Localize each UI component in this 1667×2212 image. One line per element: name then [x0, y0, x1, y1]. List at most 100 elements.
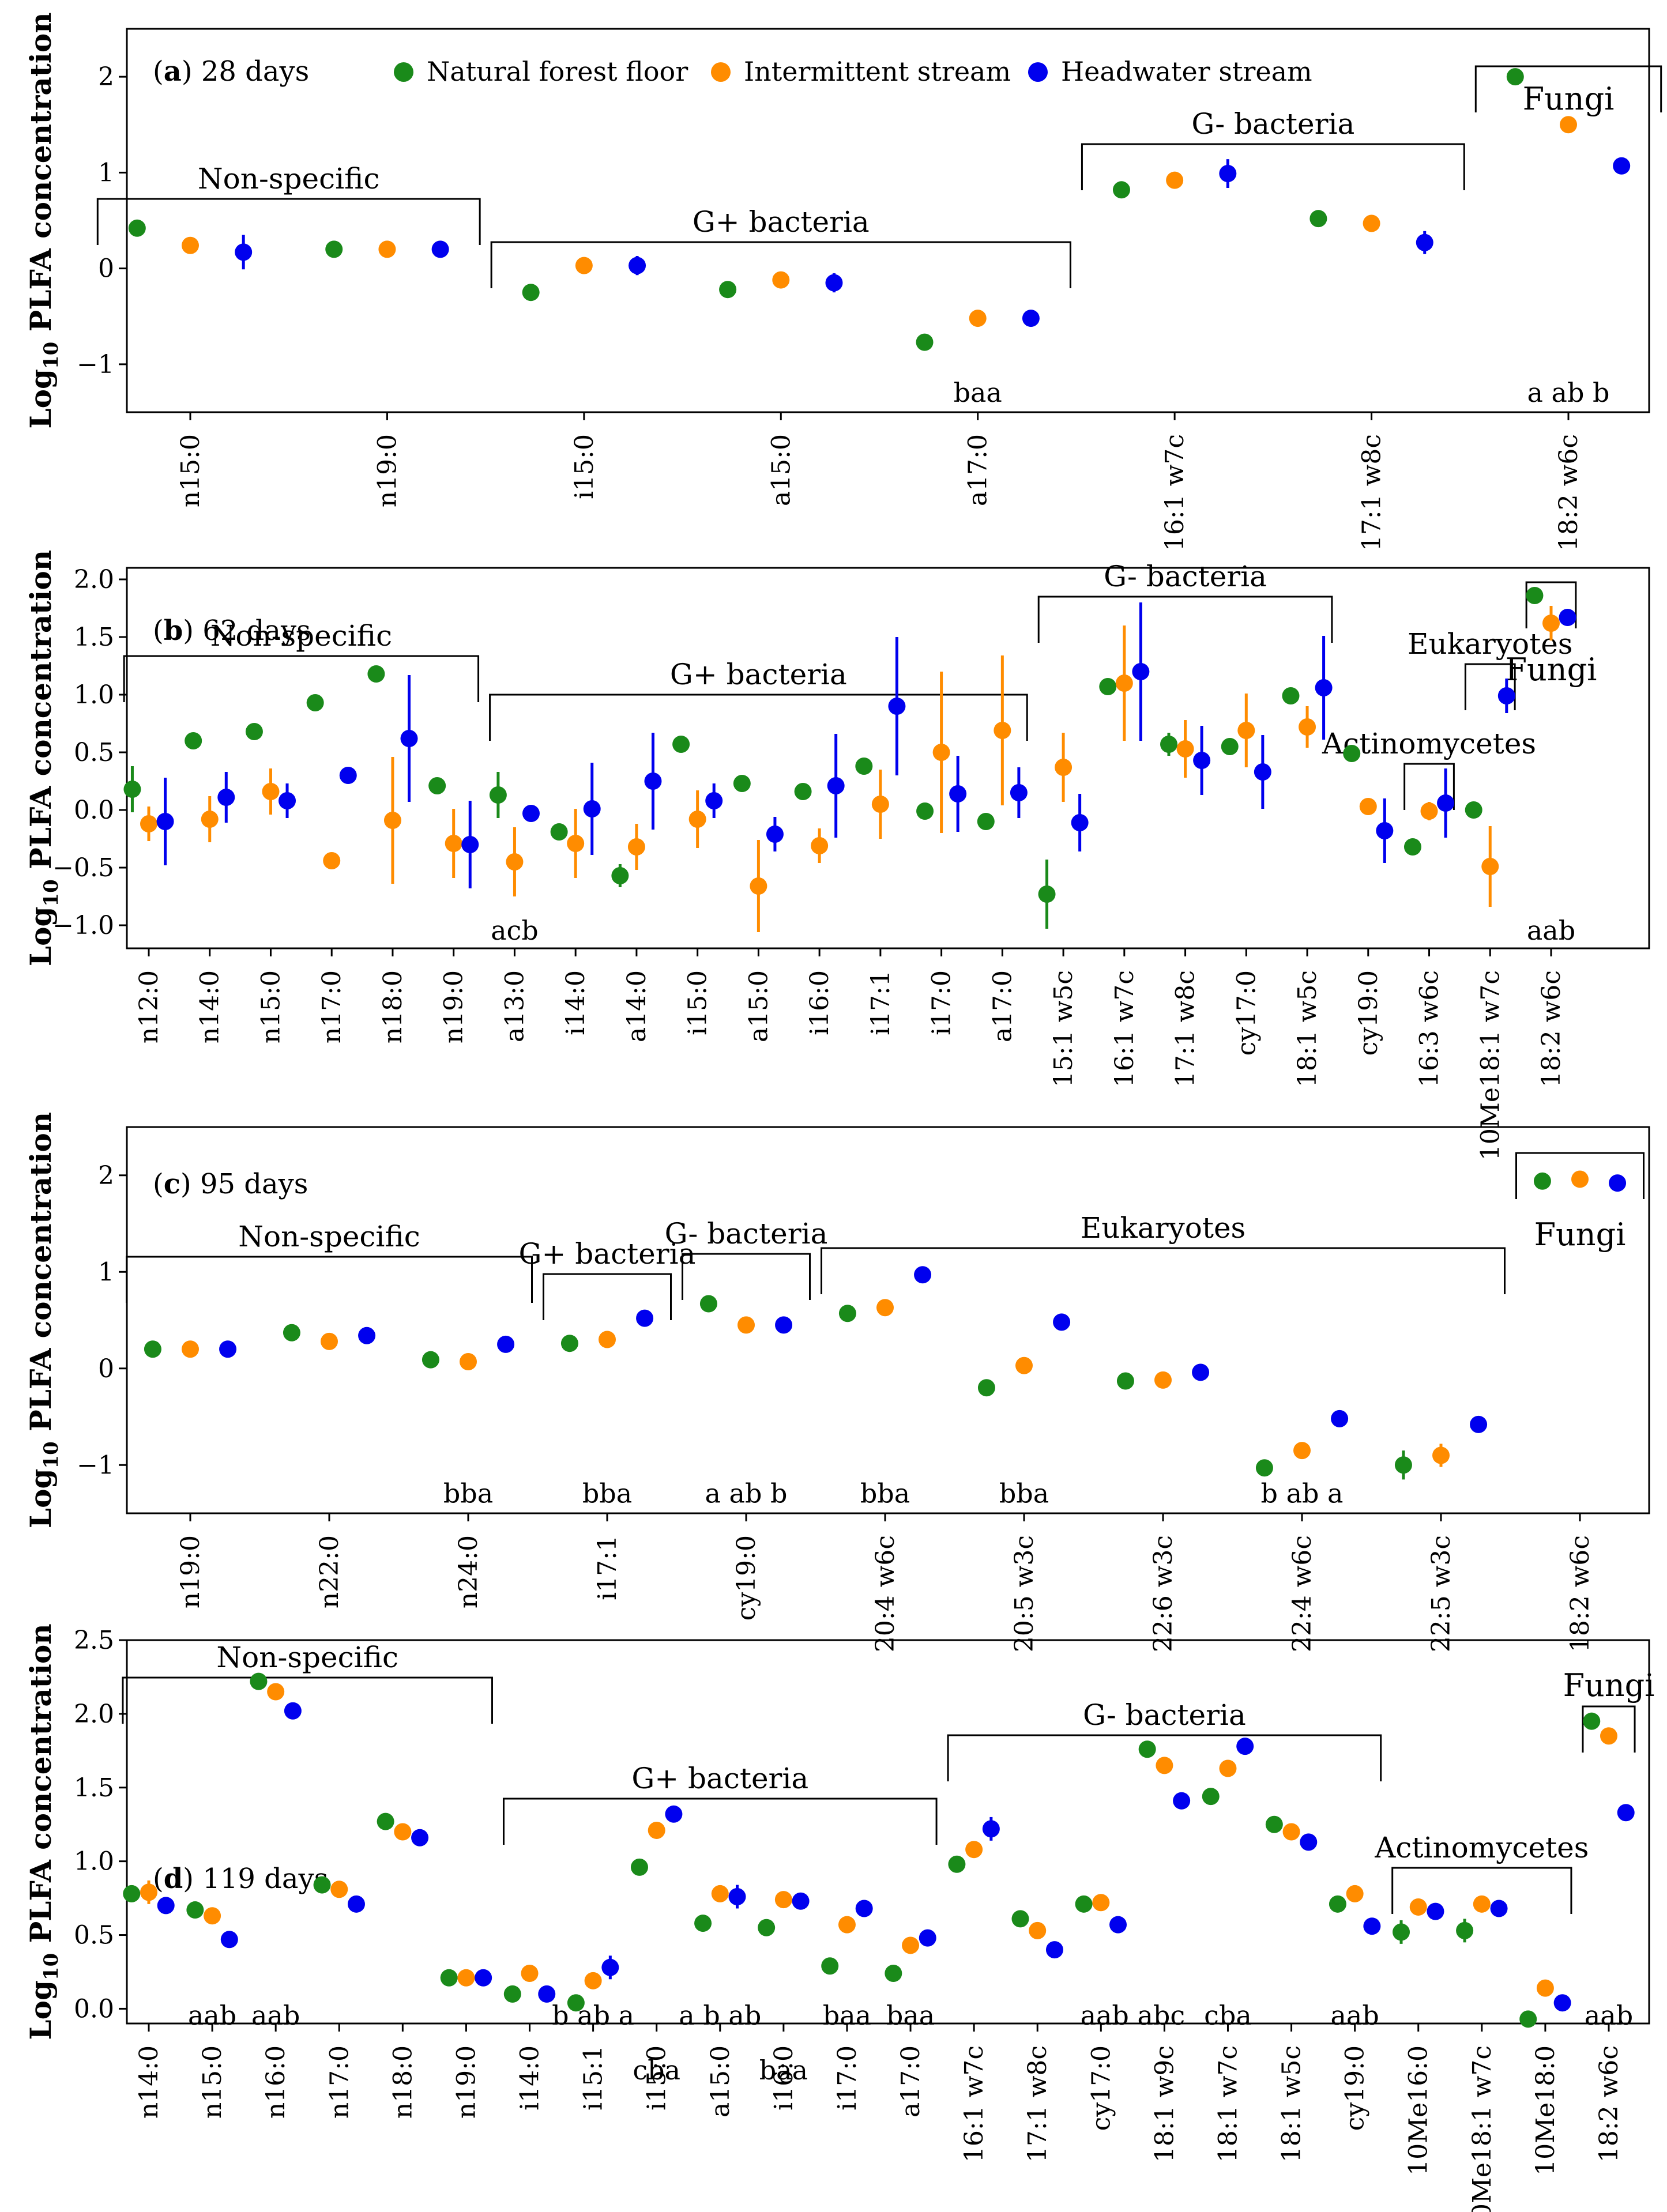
data-point [1427, 1902, 1444, 1920]
data-point [1519, 2010, 1537, 2028]
x-tick-label: 20:5 w3c [1010, 1535, 1039, 1652]
data-point [1255, 1459, 1273, 1477]
significance-label: aab [251, 2000, 300, 2031]
data-point [204, 1907, 221, 1925]
data-point [1553, 1994, 1571, 2012]
data-point [460, 1353, 477, 1371]
data-point [1600, 1727, 1617, 1745]
data-point [339, 767, 357, 784]
group-bracket [1525, 581, 1577, 628]
legend-entry: Intermittent stream [744, 56, 1011, 87]
x-tick-label: 22:4 w6c [1288, 1535, 1317, 1652]
group-label: Fungi [1506, 651, 1597, 688]
data-point [358, 1327, 376, 1344]
data-point [688, 811, 706, 828]
data-point [766, 826, 784, 843]
y-axis-label-prefix: Log [24, 907, 58, 966]
x-tick-label: 22:5 w3c [1427, 1535, 1456, 1652]
data-point [506, 853, 524, 871]
data-point [1221, 738, 1239, 755]
x-tick-label: n16:0 [261, 2045, 291, 2119]
significance-label: a b ab [679, 2000, 761, 2031]
group-label: G+ bacteria [693, 205, 870, 239]
data-point [584, 1972, 602, 1989]
data-point [489, 786, 507, 804]
x-tick-label: 17:1 w8c [1357, 434, 1387, 551]
data-point [1282, 687, 1300, 704]
data-point [1526, 587, 1544, 604]
data-point [1617, 1804, 1635, 1822]
data-point [1363, 1917, 1381, 1935]
data-point [1583, 1712, 1601, 1730]
significance-label: bba [999, 1478, 1049, 1509]
x-tick-label: n12:0 [134, 970, 164, 1043]
data-point [838, 1305, 856, 1322]
data-point [969, 310, 987, 327]
data-point [538, 1985, 556, 2003]
data-point [932, 744, 950, 761]
y-axis-label: Log10 PLFA concentration [24, 1112, 63, 1528]
x-tick-label: n14:0 [195, 970, 225, 1043]
x-tick-label: i16:0 [769, 2045, 799, 2111]
data-point [1376, 822, 1394, 839]
y-axis-label: Log10 PLFA concentration [24, 12, 63, 428]
y-tick-label: 2 [98, 1161, 114, 1190]
data-point [1166, 171, 1184, 189]
y-tick-label: 0.5 [74, 738, 114, 767]
plot-frame [126, 1126, 1650, 1514]
data-point [982, 1820, 1000, 1838]
data-point [1154, 1371, 1172, 1389]
data-point [1075, 1895, 1093, 1913]
panel-title-close: ) [180, 1168, 191, 1200]
x-tick-label: 16:1 w7c [1110, 970, 1139, 1087]
plot-frame [126, 567, 1650, 949]
data-point [1343, 745, 1361, 762]
data-point [648, 1821, 665, 1839]
data-point [1299, 718, 1316, 736]
data-point [1420, 802, 1438, 820]
data-point [1409, 1898, 1427, 1916]
x-tick-label: 15:1 w5c [1049, 970, 1078, 1087]
data-point [825, 274, 843, 292]
data-point [1329, 1895, 1346, 1913]
x-tick-label: i17:0 [927, 970, 957, 1035]
data-point [1403, 838, 1421, 856]
group-bracket [1582, 1705, 1636, 1753]
y-axis-label-prefix: Log [24, 1980, 58, 2040]
significance-label: baa [954, 377, 1002, 408]
y-tick-label: 0.0 [74, 1994, 114, 2023]
data-point [428, 777, 446, 794]
data-point [1116, 1372, 1134, 1390]
data-point [140, 1883, 157, 1901]
y-tick-label: 1.0 [74, 1847, 114, 1876]
x-tick-label: n17:0 [317, 970, 347, 1043]
data-point [1115, 674, 1133, 692]
panel-title-open: ( [153, 55, 164, 88]
x-tick-label: 10Me18:1 w7c [1476, 970, 1505, 1160]
x-tick-label: 20:4 w6c [871, 1535, 900, 1652]
x-tick-label: n18:0 [378, 970, 408, 1043]
y-tick-label: 0 [98, 254, 114, 284]
data-point [916, 802, 934, 820]
significance-label: a ab b [705, 1478, 788, 1509]
data-point [306, 694, 324, 711]
data-point [503, 1985, 521, 2003]
group-bracket [1081, 143, 1465, 190]
data-point [217, 789, 235, 806]
y-tick-label: −1 [77, 1450, 114, 1480]
data-point [1506, 68, 1524, 86]
x-tick-label: 18:2 w6c [1554, 434, 1583, 551]
panel-title-days: 62 days [194, 615, 311, 647]
x-tick-label: 18:2 w6c [1594, 2045, 1624, 2162]
data-point [1432, 1446, 1450, 1464]
data-point [1265, 1815, 1283, 1833]
panel-title: (c) 95 days [153, 1168, 308, 1200]
x-tick-label: i14:0 [515, 2045, 545, 2111]
x-tick-label: 18:1 w5c [1293, 970, 1322, 1087]
y-tick-label: −1.0 [52, 911, 114, 940]
y-axis-label-prefix: Log [24, 369, 58, 428]
data-point [855, 1900, 873, 1917]
data-point [123, 1885, 141, 1902]
data-point [636, 1309, 654, 1327]
group-bracket [122, 1676, 493, 1724]
